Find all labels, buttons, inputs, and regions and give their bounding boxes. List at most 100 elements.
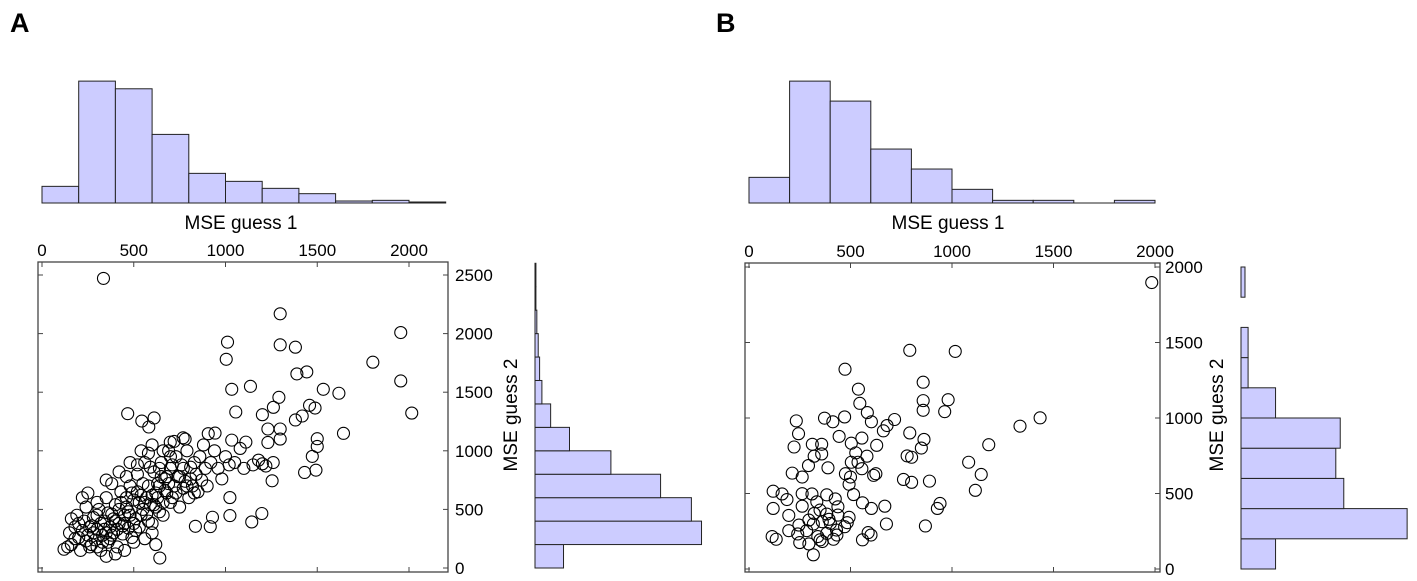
scatter-point	[163, 435, 177, 449]
scatter-point	[930, 501, 944, 515]
scatter-point	[108, 514, 122, 528]
scatter-point	[145, 488, 159, 502]
scatter-point	[151, 491, 165, 505]
scatter-point	[870, 438, 884, 452]
scatter-point	[864, 501, 878, 515]
scatter-point	[295, 409, 309, 423]
scatter-point	[1013, 419, 1027, 433]
scatter-point	[136, 502, 150, 516]
scatter-point	[916, 394, 930, 408]
scatter-point	[220, 335, 235, 349]
scatter-point	[914, 441, 928, 455]
scatter-point	[207, 444, 222, 458]
scatter-point	[308, 401, 322, 415]
y-histogram-bar	[1240, 508, 1408, 540]
scatter-point	[103, 532, 117, 546]
x-tick-label: 1000	[933, 242, 971, 261]
scatter-point	[132, 495, 146, 509]
scatter-point	[261, 435, 275, 450]
scatter-point	[806, 548, 820, 562]
scatter-point	[225, 382, 239, 396]
x-histogram-bar	[78, 80, 116, 204]
y-tick-label: 1500	[1165, 334, 1203, 353]
scatter-point	[255, 408, 269, 422]
scatter-point	[162, 477, 176, 491]
scatter-point	[310, 432, 324, 446]
scatter-point	[916, 403, 930, 417]
x-histogram-bar	[151, 133, 190, 204]
scatter-point	[309, 463, 323, 477]
scatter-point	[64, 512, 78, 526]
scatter-point	[201, 427, 215, 441]
scatter-point	[844, 455, 858, 469]
scatter-point	[130, 458, 144, 472]
y-histogram-bar	[534, 286, 537, 311]
scatter-point	[765, 529, 779, 544]
scatter-point	[138, 532, 152, 546]
scatter-point	[802, 537, 816, 551]
scatter-point	[88, 533, 102, 547]
scatter-point	[118, 516, 132, 531]
x-tick-label: 2000	[1136, 242, 1174, 261]
x-histogram-bar	[789, 80, 831, 204]
scatter-point	[145, 516, 159, 531]
scatter-point	[152, 461, 166, 475]
scatter-point	[265, 474, 279, 488]
x-tick-label: 0	[744, 242, 753, 261]
scatter-point	[123, 455, 137, 470]
scatter-point	[815, 447, 829, 461]
scatter-point	[968, 483, 982, 497]
scatter-point	[820, 488, 834, 502]
scatter-point	[782, 508, 796, 522]
x-histogram-bar	[829, 100, 872, 204]
scatter-point	[229, 405, 243, 419]
scatter-point	[237, 461, 251, 475]
scatter-point	[187, 486, 201, 500]
scatter-point	[916, 375, 930, 389]
scatter-point	[92, 502, 106, 516]
scatter-point	[147, 498, 161, 512]
scatter-point	[153, 551, 167, 565]
scatter-point	[228, 455, 242, 470]
scatter-point	[135, 414, 149, 428]
scatter-point	[879, 517, 893, 531]
scatter-point	[193, 450, 207, 464]
y-tick-label: 0	[455, 559, 464, 578]
scatter-point	[805, 487, 819, 501]
x-tick-label: 1500	[1035, 242, 1073, 261]
scatter-point	[982, 438, 996, 452]
y-tick-label: 500	[1165, 485, 1193, 504]
scatter-point	[832, 429, 846, 443]
scatter-point	[840, 516, 854, 530]
scatter-point	[800, 524, 814, 538]
y-tick-label: 2000	[455, 325, 493, 344]
scatter-point	[838, 520, 852, 534]
scatter-point	[96, 271, 111, 285]
x-axis-label: MSE guess 1	[185, 213, 298, 234]
scatter-point	[805, 437, 819, 451]
x-histogram-bar	[114, 88, 153, 204]
scatter-point	[336, 426, 351, 440]
scatter-point	[300, 365, 314, 379]
scatter-point	[918, 519, 932, 533]
scatter-plot-frame	[37, 261, 449, 573]
y-tick-label: 500	[455, 500, 483, 519]
scatter-point	[821, 461, 835, 475]
x-histogram-bar	[298, 193, 337, 204]
scatter-point	[180, 479, 194, 493]
y-histogram-bar	[534, 450, 612, 475]
scatter-point	[173, 500, 187, 514]
scatter-point	[860, 449, 874, 463]
x-histogram-bar	[870, 148, 912, 204]
scatter-point	[789, 414, 803, 428]
scatter-point	[1033, 411, 1047, 425]
scatter-point	[255, 457, 269, 471]
scatter-point	[273, 432, 287, 446]
scatter-point	[962, 455, 976, 469]
scatter-point	[905, 475, 919, 489]
scatter-point	[332, 386, 346, 400]
scatter-point	[305, 449, 319, 463]
scatter-point	[79, 500, 93, 514]
scatter-point	[795, 499, 809, 513]
scatter-point	[831, 500, 845, 514]
